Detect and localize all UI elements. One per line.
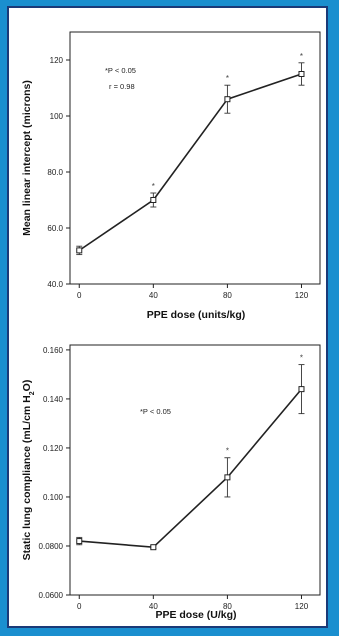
significance-marker: * bbox=[152, 182, 155, 191]
significance-marker: * bbox=[226, 74, 229, 83]
chart-static-lung-compliance: 0.0600 0.0800 0.100 0.120 0.140 0.160 0 40 80 12… bbox=[21, 344, 321, 621]
x-tick-label: 0 bbox=[77, 602, 82, 611]
significance-marker: * bbox=[226, 447, 229, 456]
significance-marker: * bbox=[300, 354, 303, 363]
chart1-annotation-p: *P < 0.05 bbox=[105, 66, 136, 75]
x-tick-label: 120 bbox=[295, 291, 309, 300]
y-tick-label: 100 bbox=[50, 112, 64, 121]
y-tick-label: 0.140 bbox=[43, 395, 64, 404]
series-line bbox=[79, 388, 303, 549]
chart2-annotation-p: *P < 0.05 bbox=[140, 407, 171, 416]
data-point bbox=[150, 197, 157, 203]
data-point bbox=[150, 544, 157, 551]
y-tick-label: 0.100 bbox=[43, 493, 64, 502]
chart-mean-linear-intercept: 40.0 60.0 80.0 100 120 0 40 80 120 * * * *P < 0.0… bbox=[21, 31, 321, 321]
x-tick-label: 120 bbox=[295, 602, 309, 611]
data-point bbox=[298, 71, 305, 77]
x-tick-label: 40 bbox=[149, 291, 158, 300]
chart1-y-axis-title: Mean linear intercept (microns) bbox=[21, 80, 33, 236]
data-point bbox=[76, 538, 83, 545]
x-tick-label: 40 bbox=[149, 602, 158, 611]
chart1-axes bbox=[69, 31, 321, 285]
y-tick-label: 40.0 bbox=[47, 280, 63, 289]
y-tick-label: 0.120 bbox=[43, 444, 64, 453]
y-tick-label: 120 bbox=[50, 56, 64, 65]
chart2-x-axis-title: PPE dose (U/kg) bbox=[155, 609, 236, 621]
significance-marker: * bbox=[300, 52, 303, 61]
x-tick-label: 0 bbox=[77, 291, 82, 300]
chart1-annotation-r: r = 0.98 bbox=[109, 82, 135, 91]
y-tick-label: 80.0 bbox=[47, 168, 63, 177]
figure-frame bbox=[7, 6, 328, 628]
series-line bbox=[78, 73, 302, 252]
chart2-y-axis-title: Static lung compliance (mL/cm H2O) bbox=[21, 380, 36, 561]
data-point bbox=[298, 386, 305, 393]
y-tick-label: 0.0800 bbox=[39, 542, 64, 551]
data-point bbox=[224, 96, 231, 103]
x-tick-label: 80 bbox=[223, 602, 232, 611]
chart1-x-axis-title: PPE dose (units/kg) bbox=[147, 309, 246, 321]
y-tick-label: 60.0 bbox=[47, 224, 63, 233]
data-point bbox=[76, 247, 83, 254]
chart2-axes bbox=[69, 344, 321, 596]
y-tick-label: 0.0600 bbox=[39, 591, 64, 600]
x-tick-label: 80 bbox=[223, 291, 232, 300]
y-tick-label: 0.160 bbox=[43, 346, 64, 355]
data-point bbox=[224, 474, 231, 481]
